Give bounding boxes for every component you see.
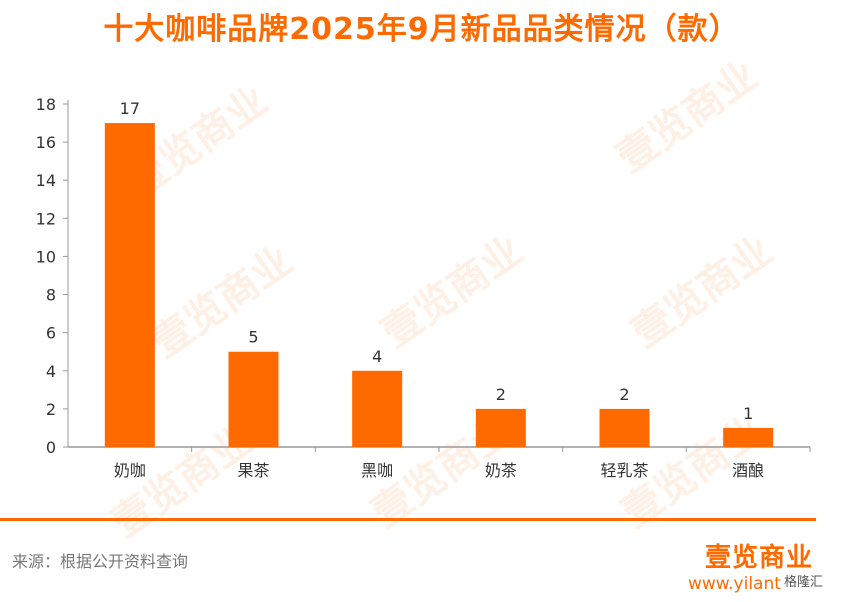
y-tick-label: 10 (36, 247, 56, 266)
data-label: 4 (372, 347, 382, 366)
bar (104, 123, 155, 448)
x-tick-label: 黑咖 (361, 461, 393, 480)
x-tick-label: 奶茶 (485, 461, 517, 480)
y-tick-label: 2 (46, 400, 56, 419)
y-tick-label: 6 (46, 324, 56, 343)
y-tick-label: 12 (36, 209, 56, 228)
bar (723, 427, 774, 447)
x-tick-label: 果茶 (237, 461, 269, 480)
bar (228, 351, 279, 447)
y-tick-label: 16 (36, 133, 56, 152)
y-tick-label: 8 (46, 286, 56, 305)
bar-chart: 0 2 4 6 8 10 12 14 16 18 17 奶咖 5 果茶 4 黑咖 2 奶茶 2 轻乳茶 1 酒酿 (36, 95, 811, 480)
data-label: 2 (496, 385, 506, 404)
x-tick-label: 轻乳茶 (600, 461, 648, 480)
footer-divider (0, 518, 816, 521)
x-tick-label: 酒酿 (732, 461, 764, 480)
bar (352, 370, 403, 447)
data-label: 1 (743, 404, 753, 423)
bar (475, 408, 526, 447)
bar (599, 408, 650, 447)
y-tick-label: 14 (36, 171, 56, 190)
data-label: 2 (619, 385, 629, 404)
x-tick-label: 奶咖 (114, 461, 146, 480)
y-tick-label: 18 (36, 95, 56, 114)
brand-logo: 壹览商业 (704, 543, 813, 573)
y-tick-label: 0 (46, 438, 56, 457)
data-label: 17 (120, 99, 140, 118)
y-tick-label: 4 (46, 362, 56, 381)
source-note: 来源：根据公开资料查询 (12, 552, 189, 571)
brand-url: www.yilant (688, 574, 781, 594)
data-label: 5 (248, 328, 258, 347)
chart-title: 十大咖啡品牌2025年9月新品品类情况（款） (103, 12, 740, 47)
brand-overlay: 格隆汇 (784, 571, 834, 595)
